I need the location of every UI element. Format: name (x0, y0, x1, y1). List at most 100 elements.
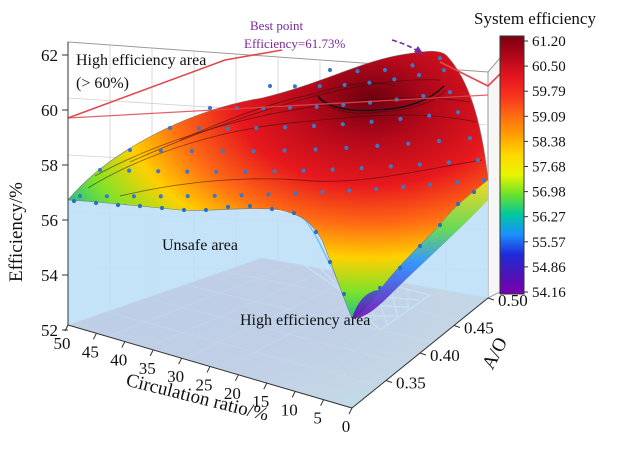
surface-point (455, 180, 460, 185)
surface-point (327, 259, 333, 265)
y-tick-mark (385, 380, 393, 383)
surface-point (397, 265, 403, 271)
surface-point (355, 69, 360, 74)
surface-point (243, 169, 248, 174)
x-tick-mark (234, 374, 239, 382)
surface-point (158, 194, 163, 199)
surface-point (417, 162, 422, 167)
surface-point (455, 201, 461, 207)
surface-point (266, 192, 271, 197)
surface-point (185, 194, 190, 199)
best-point-arrow (391, 39, 424, 55)
surface-point (71, 198, 77, 204)
x-tick-label: 10 (281, 400, 298, 419)
surface-point (212, 193, 217, 198)
surface-point (471, 189, 477, 195)
surface-point (410, 63, 415, 68)
y-tick-mark (419, 352, 427, 356)
colorbar-tick-label: 54.86 (532, 260, 566, 276)
surface-point (388, 164, 393, 169)
surface-point (272, 169, 277, 174)
x-tick-label: 20 (224, 384, 241, 403)
surface-point (392, 77, 397, 82)
surface-point (313, 229, 319, 235)
x-tick-label: 30 (167, 367, 184, 386)
surface-point (428, 182, 433, 187)
surface-point (437, 56, 443, 61)
surface-point (427, 113, 432, 118)
y-tick-label: 0.50 (498, 291, 528, 310)
surface-point (314, 104, 319, 109)
z-tick-label: 56 (41, 211, 58, 230)
x-tick-mark (263, 382, 268, 390)
best-point-label: Best point (250, 18, 303, 33)
z-tick-label: 54 (41, 266, 59, 285)
surface-point (167, 125, 173, 131)
x-tick-label: 15 (252, 392, 269, 411)
surface-point (340, 122, 345, 127)
surface-point (374, 186, 379, 191)
colorbar-ticks: 61.20 60.50 59.79 59.09 58.38 57.68 56.98 56.27… (524, 34, 566, 301)
x-tick-label: 5 (313, 409, 322, 428)
surface-point (127, 168, 132, 173)
z-axis-ticks: 62 60 58 56 54 52 (41, 46, 68, 340)
floor-high-efficiency-label: High efficiency area (240, 312, 370, 329)
surface-point (254, 125, 259, 131)
surface-point (239, 193, 244, 198)
z-tick-label: 62 (41, 46, 58, 65)
surface-point (207, 105, 213, 111)
surface-point (282, 148, 287, 153)
surface-point (467, 136, 473, 141)
surface-point (417, 243, 423, 249)
x-tick-mark (178, 357, 183, 365)
surface-point (77, 193, 83, 199)
surface-point (220, 149, 225, 154)
surface-point (156, 169, 161, 174)
surface-point (441, 68, 447, 73)
colorbar-tick-label: 56.98 (532, 185, 566, 201)
surface-point (185, 169, 190, 174)
surface-point (401, 184, 406, 189)
x-tick-label: 0 (342, 417, 351, 436)
surface-point (127, 147, 133, 153)
surface-point (313, 147, 318, 152)
surface-point (359, 166, 364, 171)
x-tick-mark (92, 333, 97, 340)
high-efficiency-label: High efficiency area (76, 52, 206, 69)
x-tick-mark (149, 349, 154, 357)
colorbar-tick-label: 60.50 (532, 59, 566, 75)
surface-point (375, 143, 380, 148)
surface-point (267, 83, 273, 89)
unsafe-area-label: Unsafe area (162, 237, 238, 254)
surface-point (320, 190, 325, 195)
x-tick-mark (348, 407, 353, 415)
colorbar-title: System efficiency (474, 9, 596, 28)
x-tick-label: 25 (196, 376, 213, 395)
surface-point (341, 102, 346, 108)
surface-point (481, 178, 487, 183)
surface-point (251, 149, 256, 154)
surface-point (137, 203, 143, 209)
z-tick-label: 58 (41, 156, 58, 175)
y-tick-label: 0.40 (430, 346, 460, 365)
surface-point (203, 207, 209, 213)
x-tick-mark (291, 391, 296, 398)
surface-point (317, 84, 322, 89)
x-tick-label: 40 (110, 351, 127, 370)
surface-point (104, 194, 109, 199)
surface-point (417, 73, 422, 78)
surface-point (347, 188, 352, 193)
colorbar-tick-label: 59.09 (532, 109, 566, 125)
surface-point (159, 205, 165, 211)
surface-point (446, 160, 451, 165)
colorbar-tick-label: 56.27 (532, 210, 566, 226)
z-tick-label: 52 (41, 321, 58, 340)
x-tick-label: 35 (139, 359, 156, 378)
surface-point (437, 222, 443, 228)
y-axis-label: A/O (478, 334, 512, 373)
x-tick-mark (121, 341, 126, 348)
surface-point (269, 206, 275, 212)
colorbar-tick-label: 59.79 (532, 84, 566, 100)
surface-point (330, 167, 335, 172)
surface-point (247, 203, 253, 209)
